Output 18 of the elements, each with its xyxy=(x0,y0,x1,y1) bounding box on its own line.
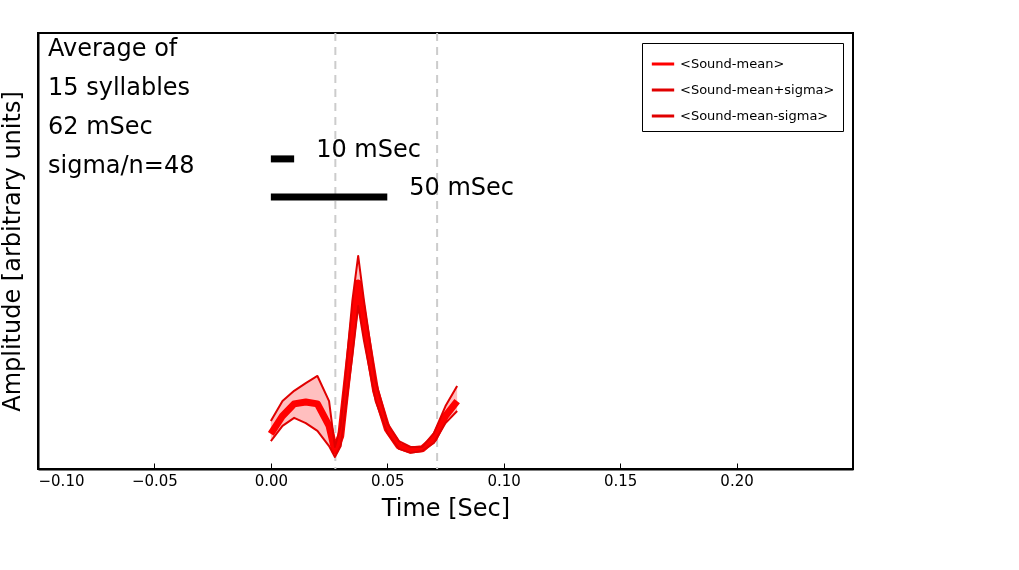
text: 62 mSec xyxy=(48,112,153,140)
legend-label: <Sound-mean> xyxy=(680,56,785,71)
annotation: 10 mSec xyxy=(316,134,421,163)
x-tick-label: 0.15 xyxy=(603,471,638,490)
y-axis-title: Amplitude [arbitrary units] xyxy=(0,91,26,412)
annotation: 50 mSec xyxy=(409,173,515,202)
text: 15 syllables xyxy=(48,73,191,101)
x-tick-label: 0.05 xyxy=(371,471,405,490)
x-axis-title: Time [Sec] xyxy=(380,493,511,522)
x-tick-label: −0.10 xyxy=(38,471,85,490)
legend-label: <Sound-mean-sigma> xyxy=(680,108,829,123)
x-tick-label: 0.10 xyxy=(487,471,521,490)
x-tick-label: 0.00 xyxy=(254,471,289,490)
x-tick-label: 0.20 xyxy=(720,471,754,490)
annotation: sigma/n=48 xyxy=(48,151,195,179)
x-tick-label: −0.05 xyxy=(131,471,178,490)
text: Average of xyxy=(48,34,178,62)
legend-label: <Sound-mean+sigma> xyxy=(680,82,835,97)
